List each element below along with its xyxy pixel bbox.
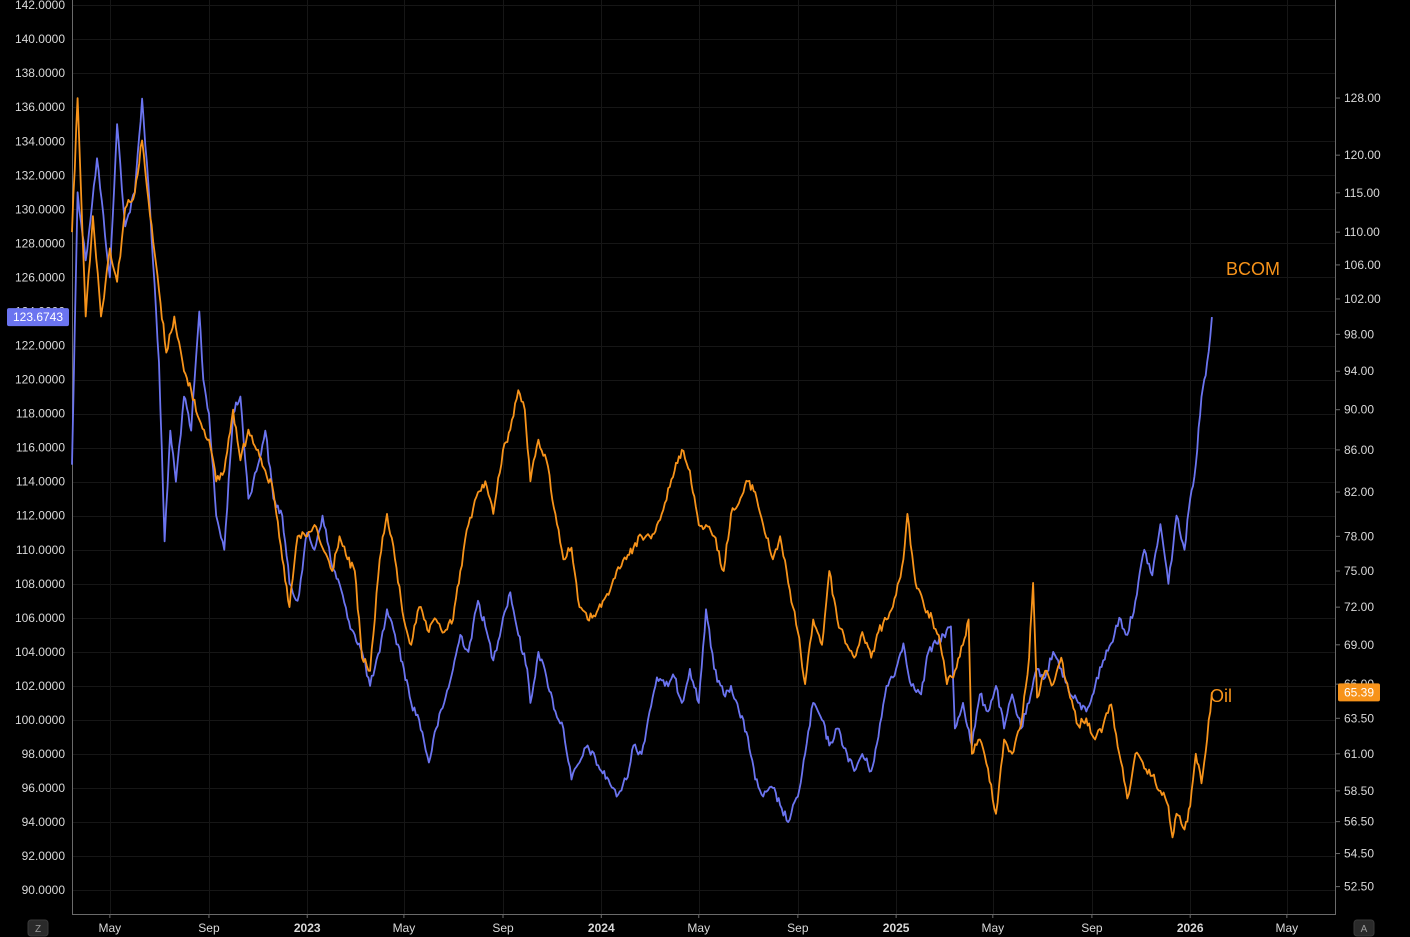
left-axis-tick-label: 98.0000 <box>22 747 66 761</box>
left-axis-tick-label: 102.0000 <box>15 679 65 693</box>
right-axis-tick-label: 56.50 <box>1344 815 1374 829</box>
left-axis-tick-label: 118.0000 <box>16 407 65 421</box>
x-axis-tick-label: Sep <box>1081 921 1103 935</box>
left-axis-tick-label: 92.0000 <box>22 849 66 863</box>
left-axis-tick-label: 142.0000 <box>15 0 65 12</box>
left-axis-tick-label: 106.0000 <box>15 611 65 625</box>
series-line-oil <box>71 97 1213 839</box>
left-axis-tick-label: 132.0000 <box>15 168 65 182</box>
left-axis-tick-label: 134.0000 <box>15 134 65 148</box>
right-axis-tick-label: 128.00 <box>1344 91 1381 105</box>
last-value-tag-oil: 65.39 <box>1338 683 1380 702</box>
right-axis-tick-label: 90.00 <box>1344 403 1374 417</box>
corner-button-right-label: A <box>1361 924 1368 935</box>
last-value-tags: 123.6743 65.39 <box>7 308 1380 702</box>
last-value-tag-bcom: 123.6743 <box>7 308 69 327</box>
left-axis-tick-label: 140.0000 <box>15 32 65 46</box>
right-axis-tick-label: 98.00 <box>1344 327 1374 341</box>
x-axis-tick-label: Sep <box>198 921 220 935</box>
right-axis-tick-label: 54.50 <box>1344 847 1374 861</box>
last-value-tag-text: 65.39 <box>1344 685 1374 699</box>
x-axis-tick-label: May <box>393 921 416 935</box>
right-axis-tick-label: 106.00 <box>1344 258 1381 272</box>
left-axis-tick-label: 122.0000 <box>15 339 65 353</box>
right-axis-tick-label: 110.00 <box>1344 225 1380 239</box>
left-axis-tick-label: 136.0000 <box>15 100 65 114</box>
right-axis-tick-label: 94.00 <box>1344 364 1374 378</box>
x-axis-tick-label: 2026 <box>1177 921 1204 935</box>
left-axis-tick-label: 120.0000 <box>15 373 65 387</box>
x-axis-tick-label: 2025 <box>883 921 910 935</box>
x-axis-tick-label: 2024 <box>588 921 615 935</box>
right-axis-tick-label: 69.00 <box>1344 638 1374 652</box>
right-axis-tick-label: 63.50 <box>1344 711 1374 725</box>
x-axis-tick-label: May <box>981 921 1004 935</box>
series-annotations: BCOM Oil <box>1210 259 1280 706</box>
right-axis-tick-label: 78.00 <box>1344 529 1374 543</box>
x-axis-tick-label: 2023 <box>294 921 321 935</box>
left-axis-tick-label: 138.0000 <box>15 66 65 80</box>
series-line-bcom <box>71 97 1213 823</box>
left-axis-tick-label: 90.0000 <box>22 883 66 897</box>
left-axis-tick-label: 130.0000 <box>15 202 65 216</box>
right-axis-tick-label: 102.00 <box>1344 292 1381 306</box>
left-axis-tick-label: 112.0000 <box>16 509 65 523</box>
x-axis-tick-labels: May Sep 2023 May Sep 2024 May Sep 2025 May Sep 2026… <box>99 914 1299 935</box>
annotation-oil: Oil <box>1210 686 1232 706</box>
x-axis-tick-label: May <box>1276 921 1299 935</box>
left-axis-tick-label: 100.0000 <box>15 713 65 727</box>
right-axis-tick-label: 86.00 <box>1344 443 1374 457</box>
x-axis-tick-label: May <box>687 921 710 935</box>
left-axis-tick-label: 104.0000 <box>15 645 65 659</box>
left-axis-tick-label: 108.0000 <box>15 577 65 591</box>
last-value-tag-text: 123.6743 <box>13 310 63 324</box>
right-axis-tick-label: 58.50 <box>1344 784 1374 798</box>
series-lines <box>71 97 1213 839</box>
right-axis-tick-label: 52.50 <box>1344 880 1374 894</box>
left-axis-tick-label: 116.0000 <box>16 441 65 455</box>
left-axis-tick-label: 114.0000 <box>16 475 65 489</box>
right-axis-tick-label: 75.00 <box>1344 564 1374 578</box>
x-axis-tick-label: May <box>99 921 122 935</box>
right-axis-tick-label: 115.00 <box>1344 186 1380 200</box>
left-axis-tick-labels: 90.0000 92.0000 94.0000 96.0000 98.0000 100.0… <box>15 0 65 897</box>
left-axis-tick-label: 110.0000 <box>16 543 65 557</box>
left-axis-tick-label: 94.0000 <box>22 815 66 829</box>
right-axis-tick-label: 61.00 <box>1344 747 1374 761</box>
right-axis-tick-label: 72.00 <box>1344 600 1374 614</box>
right-axis-tick-labels: 52.5054.5056.5058.5061.0063.5066.0069.00… <box>1336 91 1381 894</box>
corner-button-right[interactable]: A <box>1353 919 1375 937</box>
corner-button-left[interactable]: Z <box>27 919 49 937</box>
annotation-bcom: BCOM <box>1226 259 1280 279</box>
right-axis-tick-label: 82.00 <box>1344 485 1374 499</box>
left-axis-tick-label: 126.0000 <box>15 270 65 284</box>
left-axis-tick-label: 128.0000 <box>15 236 65 250</box>
x-axis-tick-label: Sep <box>787 921 809 935</box>
corner-button-left-label: Z <box>35 924 41 935</box>
right-axis-tick-label: 120.00 <box>1344 148 1381 162</box>
x-axis-tick-label: Sep <box>492 921 514 935</box>
left-axis-tick-label: 96.0000 <box>22 781 66 795</box>
